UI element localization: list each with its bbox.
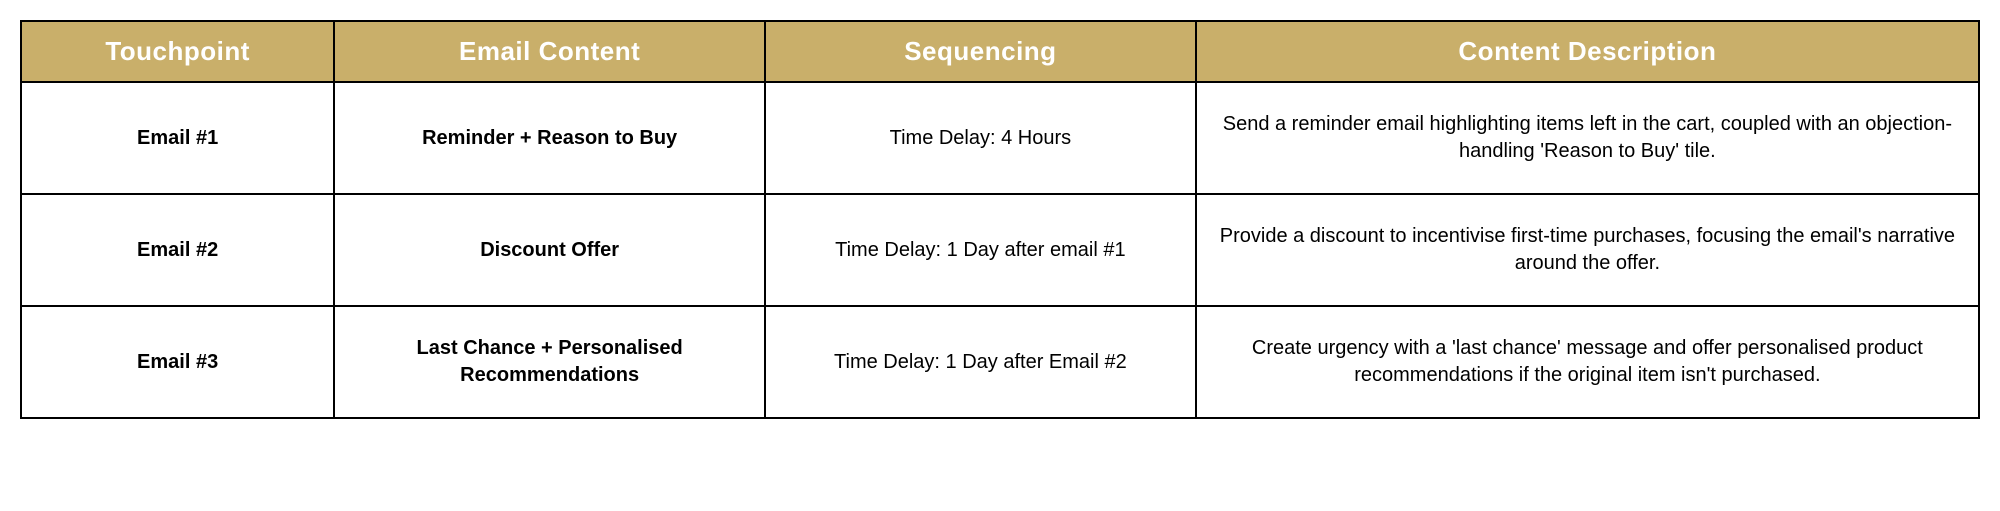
col-header-sequencing: Sequencing: [765, 21, 1196, 82]
col-header-content: Email Content: [334, 21, 765, 82]
cell-touchpoint: Email #1: [21, 82, 334, 194]
cell-description: Create urgency with a 'last chance' mess…: [1196, 306, 1979, 418]
col-header-description: Content Description: [1196, 21, 1979, 82]
email-sequence-table: Touchpoint Email Content Sequencing Cont…: [20, 20, 1980, 419]
cell-content: Discount Offer: [334, 194, 765, 306]
cell-sequencing: Time Delay: 1 Day after Email #2: [765, 306, 1196, 418]
cell-description: Send a reminder email highlighting items…: [1196, 82, 1979, 194]
cell-sequencing: Time Delay: 1 Day after email #1: [765, 194, 1196, 306]
cell-description: Provide a discount to incentivise first-…: [1196, 194, 1979, 306]
cell-sequencing: Time Delay: 4 Hours: [765, 82, 1196, 194]
table-row: Email #2 Discount Offer Time Delay: 1 Da…: [21, 194, 1979, 306]
col-header-touchpoint: Touchpoint: [21, 21, 334, 82]
cell-content: Last Chance + Personalised Recommendatio…: [334, 306, 765, 418]
table-header-row: Touchpoint Email Content Sequencing Cont…: [21, 21, 1979, 82]
cell-content: Reminder + Reason to Buy: [334, 82, 765, 194]
table-row: Email #3 Last Chance + Personalised Reco…: [21, 306, 1979, 418]
table-row: Email #1 Reminder + Reason to Buy Time D…: [21, 82, 1979, 194]
cell-touchpoint: Email #3: [21, 306, 334, 418]
cell-touchpoint: Email #2: [21, 194, 334, 306]
